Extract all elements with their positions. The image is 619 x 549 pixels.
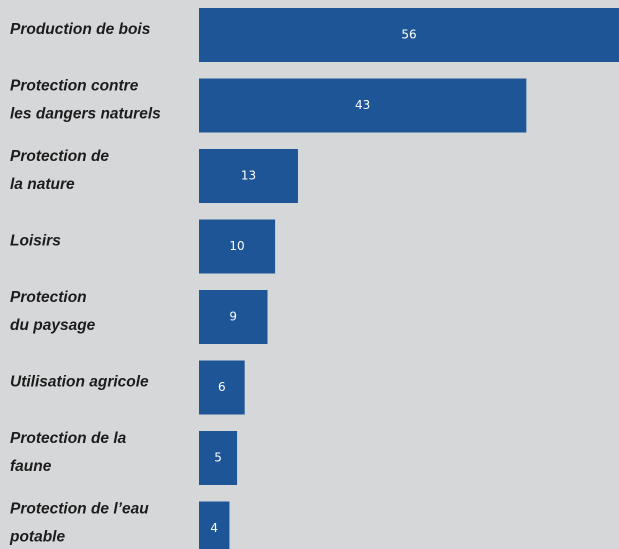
value-label: 13: [241, 169, 256, 183]
bar: [199, 431, 238, 485]
value-label: 6: [218, 380, 226, 394]
category-label: Loisirs: [10, 233, 61, 250]
bar: [199, 78, 527, 133]
value-label: 10: [229, 239, 244, 253]
value-label: 4: [210, 521, 218, 535]
value-label: 56: [401, 28, 416, 42]
category-line: faune: [10, 458, 52, 475]
category-line: du paysage: [10, 317, 96, 334]
category-label: Protection contre les dangers naturels: [10, 78, 161, 123]
category-line: Utilisation agricole: [10, 374, 149, 391]
bar: [199, 290, 268, 344]
category-line: Protection contre: [10, 78, 139, 95]
bar: [199, 8, 619, 62]
value-label: 5: [214, 451, 222, 465]
category-line: Production de bois: [10, 21, 151, 38]
category-line: les dangers naturels: [10, 106, 161, 123]
category-line: Protection de: [10, 148, 109, 165]
category-line: Protection: [10, 289, 87, 306]
category-label: Protection de la nature: [10, 148, 109, 193]
bar: [199, 219, 276, 274]
category-label: Protection de l’eau potable: [9, 501, 149, 546]
bar: [199, 149, 298, 203]
value-label: 9: [229, 310, 237, 324]
category-label: Production de bois: [10, 21, 151, 38]
category-line: la nature: [10, 176, 75, 193]
category-label: Protection du paysage: [10, 289, 96, 334]
category-label: Protection de la faune: [10, 430, 127, 475]
category-label: Utilisation agricole: [10, 374, 149, 391]
value-label: 43: [355, 98, 370, 112]
bar: [199, 501, 230, 549]
category-line: Loisirs: [10, 233, 61, 250]
bar: [199, 360, 245, 415]
category-line: Protection de l’eau: [10, 501, 149, 518]
category-line: Protection de la: [10, 430, 127, 447]
category-line: potable: [9, 529, 65, 546]
